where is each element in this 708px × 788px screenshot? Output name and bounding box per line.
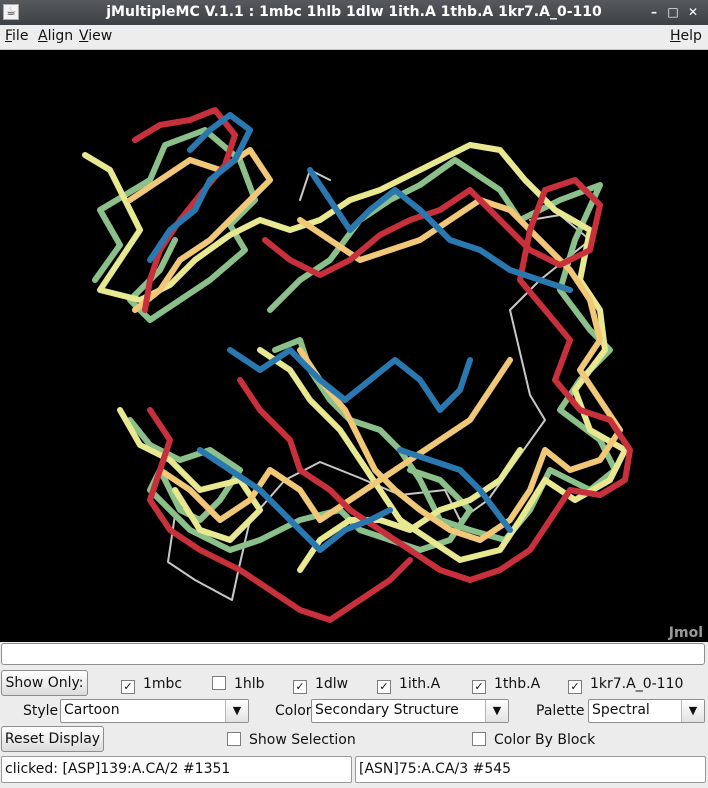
status-clicked-field: clicked: [ASP]139:A.CA/2 #1351 (1, 756, 352, 783)
show-selection-checkbox[interactable]: Show Selection (227, 732, 356, 748)
show-selection-box[interactable] (227, 732, 241, 746)
checkbox-1kr7-a-label: 1kr7.A_0-110 (590, 676, 684, 692)
show-only-button[interactable]: Show Only: (1, 670, 88, 696)
java-app-icon[interactable]: ☕ (3, 4, 19, 20)
window-title: jMultipleMC V.1.1 : 1mbc 1hlb 1dlw 1ith.… (106, 4, 602, 20)
menu-help[interactable]: Help (670, 28, 702, 44)
color-select-value: Secondary Structure (315, 702, 459, 718)
menu-align-label: lign (47, 28, 74, 44)
style-select[interactable]: Cartoon ▼ (60, 699, 249, 723)
checkbox-1mbc-box[interactable]: ✓ (121, 680, 135, 694)
protein-backbone-render[interactable] (0, 50, 708, 642)
chevron-down-icon[interactable]: ▼ (225, 700, 248, 722)
menu-file-mnemonic: F (5, 28, 13, 44)
status-hover-field: [ASN]75:A.CA/3 #545 (355, 756, 706, 783)
maximize-icon[interactable]: □ (667, 5, 679, 19)
color-by-block-box[interactable] (472, 732, 486, 746)
checkbox-1ith-a-box[interactable]: ✓ (377, 680, 391, 694)
checkbox-1thb-a-box[interactable]: ✓ (472, 680, 486, 694)
palette-label: Palette (536, 703, 585, 719)
menu-align[interactable]: Align (38, 28, 73, 44)
checkbox-1hlb-label: 1hlb (234, 676, 265, 692)
checkbox-1hlb-box[interactable] (212, 676, 226, 690)
color-by-block-checkbox[interactable]: Color By Block (472, 732, 595, 748)
checkbox-1mbc-label: 1mbc (143, 676, 183, 692)
checkbox-1dlw-box[interactable]: ✓ (293, 680, 307, 694)
checkbox-1dlw[interactable]: ✓ 1dlw (293, 676, 349, 694)
chevron-down-icon[interactable]: ▼ (485, 700, 508, 722)
checkbox-1ith-a[interactable]: ✓ 1ith.A (377, 676, 441, 694)
style-select-value: Cartoon (64, 702, 120, 718)
checkbox-1hlb[interactable]: 1hlb (212, 676, 265, 692)
checkbox-1thb-a[interactable]: ✓ 1thb.A (472, 676, 541, 694)
show-selection-label: Show Selection (249, 732, 356, 748)
menu-help-mnemonic: H (670, 28, 681, 44)
menu-file[interactable]: File (5, 28, 28, 44)
checkbox-1kr7-a[interactable]: ✓ 1kr7.A_0-110 (568, 676, 684, 694)
checkbox-1ith-a-label: 1ith.A (399, 676, 441, 692)
menu-file-label: ile (12, 28, 29, 44)
close-icon[interactable]: ✕ (687, 5, 699, 19)
menu-view[interactable]: View (79, 28, 112, 44)
reset-display-button[interactable]: Reset Display (1, 726, 104, 752)
minimize-icon[interactable]: – (651, 5, 657, 19)
style-label: Style (23, 703, 59, 719)
color-select[interactable]: Secondary Structure ▼ (311, 699, 509, 723)
jmol-3d-viewer[interactable]: Jmol (0, 50, 708, 642)
menu-help-label: elp (680, 28, 702, 44)
command-input[interactable] (1, 643, 705, 665)
menu-view-label: iew (88, 28, 113, 44)
jmol-logo: Jmol (668, 625, 703, 641)
menu-view-mnemonic: V (79, 28, 89, 44)
color-by-block-label: Color By Block (494, 732, 596, 748)
title-bar: ☕ jMultipleMC V.1.1 : 1mbc 1hlb 1dlw 1it… (0, 0, 708, 25)
chevron-down-icon[interactable]: ▼ (681, 700, 704, 722)
checkbox-1mbc[interactable]: ✓ 1mbc (121, 676, 183, 694)
color-label: Color (275, 703, 312, 719)
checkbox-1dlw-label: 1dlw (315, 676, 349, 692)
palette-select[interactable]: Spectral ▼ (588, 699, 705, 723)
checkbox-1kr7-a-box[interactable]: ✓ (568, 680, 582, 694)
checkbox-1thb-a-label: 1thb.A (494, 676, 541, 692)
menu-bar: File Align View Help (0, 25, 708, 50)
menu-align-mnemonic: A (38, 28, 48, 44)
blue-backbone-trace (147, 112, 573, 553)
palette-select-value: Spectral (592, 702, 650, 718)
